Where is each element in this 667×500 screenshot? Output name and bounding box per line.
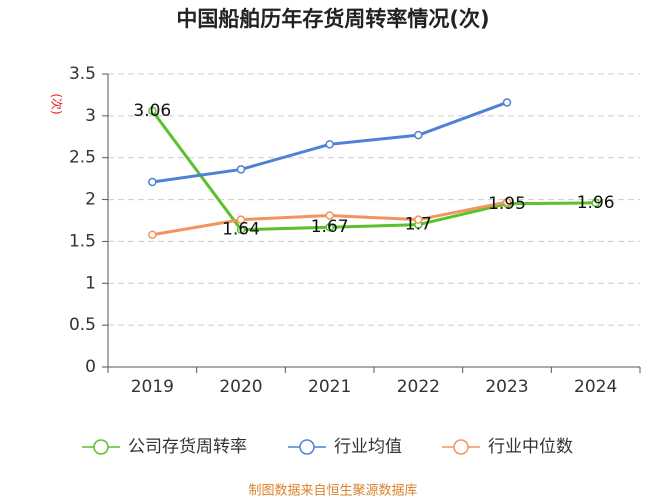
data-point [414, 130, 423, 140]
x-tick-label: 2024 [574, 377, 617, 397]
y-tick-label: 3 [85, 106, 96, 126]
data-point [236, 165, 246, 174]
data-label: 1.7 [405, 215, 432, 235]
data-label: 1.95 [488, 194, 526, 214]
data-point [502, 98, 512, 107]
data-point [325, 222, 334, 232]
data-label: 3.06 [133, 101, 171, 121]
x-tick-label: 2021 [308, 377, 351, 397]
y-tick-label: 2 [85, 190, 96, 210]
data-label: 1.67 [311, 217, 349, 237]
legend-marker [299, 439, 315, 455]
y-tick-label: 1 [85, 273, 96, 293]
data-point [236, 215, 246, 224]
series-line [151, 109, 596, 232]
x-tick-label: 2019 [131, 377, 174, 397]
y-tick-label: 3.5 [69, 64, 96, 84]
data-point [325, 140, 334, 149]
data-label: 1.96 [577, 193, 615, 213]
y-tick-label: 2.5 [69, 148, 96, 168]
legend-label: 行业中位数 [488, 437, 573, 457]
legend-marker [93, 439, 109, 455]
legend-marker [453, 439, 469, 455]
data-point [414, 215, 423, 224]
y-tick-label: 0.5 [69, 315, 96, 335]
data-point [591, 198, 600, 208]
chart-title: 中国船舶历年存货周转率情况(次) [176, 7, 489, 31]
data-point [325, 211, 334, 220]
y-tick-label: 0 [85, 357, 96, 377]
data-point [236, 225, 246, 234]
data-point [148, 106, 157, 116]
data-point [148, 230, 157, 239]
source-note: 制图数据来自恒生聚源数据库 [248, 483, 417, 499]
data-point [502, 197, 512, 207]
legend-label: 行业均值 [334, 437, 402, 457]
data-point [148, 177, 157, 187]
y-tick-label: 1.5 [69, 231, 96, 251]
y-axis-label: (次) [50, 93, 64, 114]
legend-label: 公司存货周转率 [128, 437, 247, 457]
data-label: 1.64 [222, 220, 260, 240]
x-tick-label: 2020 [219, 377, 262, 397]
x-tick-label: 2022 [397, 377, 440, 397]
x-tick-label: 2023 [485, 377, 528, 397]
